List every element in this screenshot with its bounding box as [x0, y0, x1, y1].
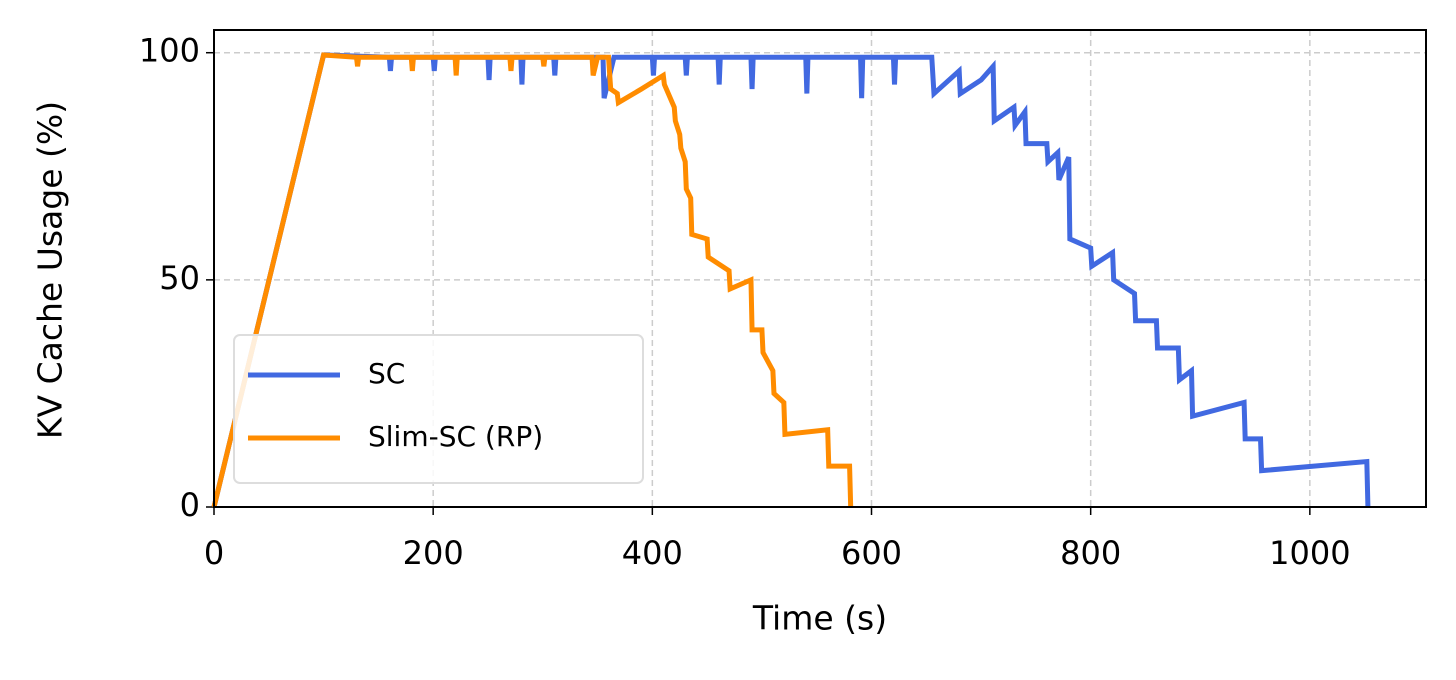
x-tick-label: 1000	[1269, 534, 1350, 572]
x-tick-label: 200	[403, 534, 464, 572]
x-tick-label: 600	[841, 534, 902, 572]
y-tick-label: 100	[139, 32, 200, 70]
x-axis-label: Time (s)	[752, 599, 887, 638]
y-axis-label: KV Cache Usage (%)	[31, 101, 70, 439]
legend-label: SC	[368, 357, 405, 390]
legend-box	[233, 334, 644, 484]
y-tick-label: 50	[159, 259, 200, 297]
x-tick-label: 800	[1060, 534, 1121, 572]
x-tick-label: 0	[204, 534, 224, 572]
series-line	[211, 52, 854, 508]
plot-frame	[213, 29, 1427, 508]
y-tick-label: 0	[180, 486, 200, 524]
x-tick-label: 400	[622, 534, 683, 572]
legend-label: Slim-SC (RP)	[368, 420, 543, 453]
series-line	[211, 52, 1371, 508]
